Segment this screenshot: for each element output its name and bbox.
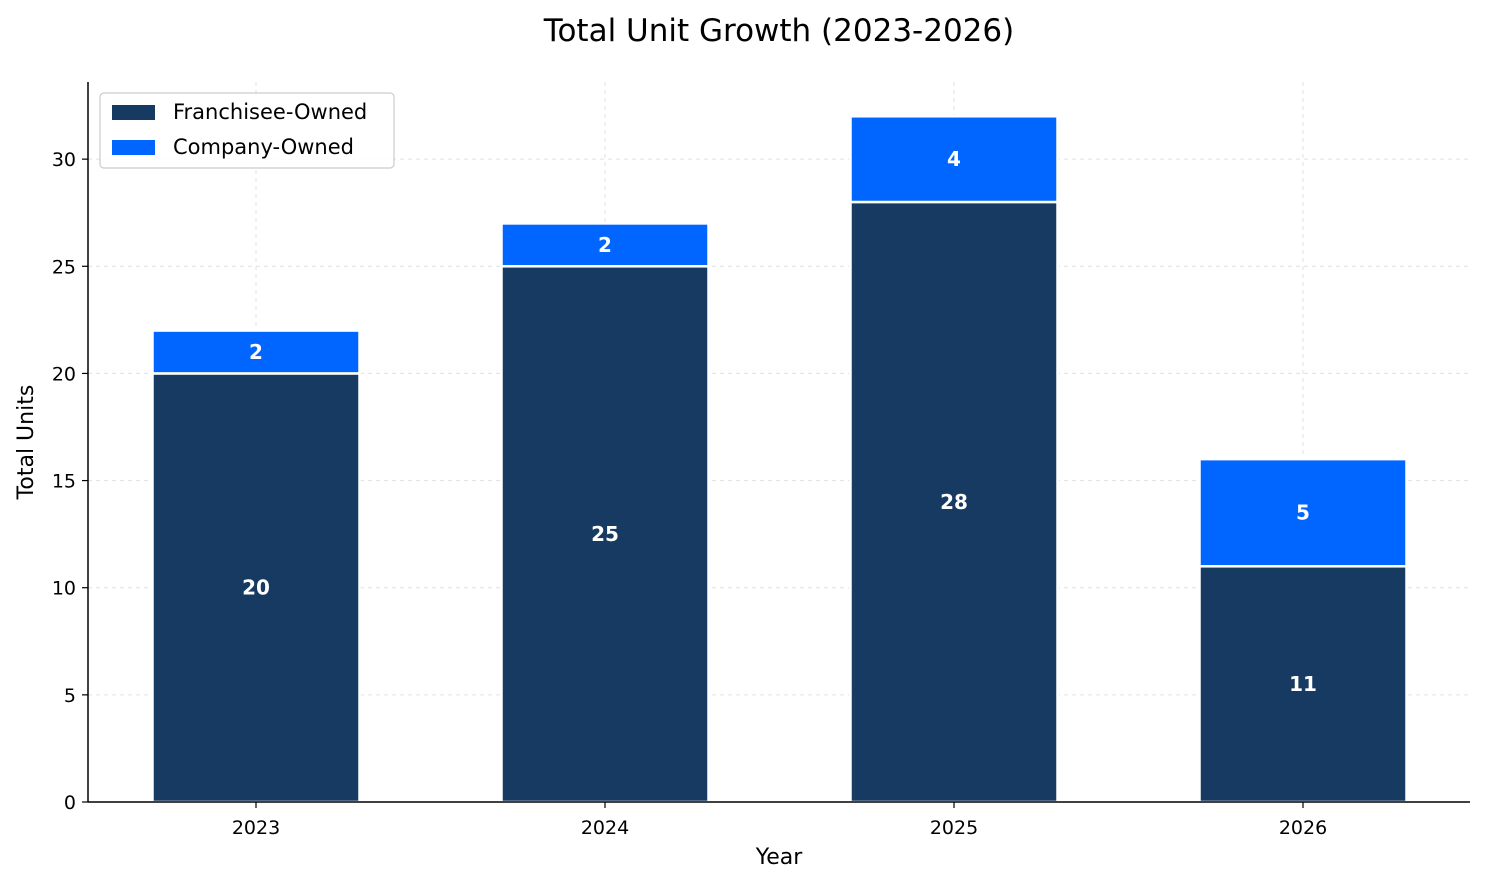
- bar-company-2024: [500, 222, 710, 268]
- bar-company-2023: [151, 329, 361, 375]
- data-label: 11: [1289, 672, 1317, 696]
- y-tick-label: 20: [52, 363, 76, 385]
- data-label: 25: [591, 522, 619, 546]
- data-label: 2: [598, 233, 612, 257]
- bar-franchisee-2024: [500, 265, 710, 804]
- data-labels-layer: 20 2 25 2 28 4 11 5: [242, 147, 1317, 696]
- y-tick-label: 30: [52, 149, 76, 171]
- chart-title: Total Unit Growth (2023-2026): [543, 13, 1014, 49]
- data-label: 5: [1296, 501, 1310, 525]
- bar-company-2025: [849, 115, 1059, 204]
- legend-box: [99, 92, 395, 169]
- y-tick-label: 10: [52, 578, 76, 600]
- bar-franchisee-2025: [849, 200, 1059, 804]
- data-label: 4: [947, 147, 961, 171]
- data-label: 28: [940, 490, 968, 514]
- bar-company-2026: [1198, 457, 1408, 568]
- data-label: 20: [242, 576, 270, 600]
- x-axis-label: Year: [755, 845, 804, 870]
- legend-label: Franchisee-Owned: [173, 100, 367, 124]
- y-tick-label: 0: [64, 792, 76, 814]
- bars-layer: [151, 115, 1408, 804]
- y-tick-label: 5: [64, 685, 76, 707]
- legend: Franchisee-Owned Company-Owned: [99, 92, 395, 169]
- x-tick-label: 2025: [930, 817, 978, 839]
- x-tick-label: 2023: [232, 817, 280, 839]
- legend-label: Company-Owned: [173, 135, 354, 159]
- legend-swatch: [112, 105, 155, 120]
- x-tick-label: 2024: [581, 817, 629, 839]
- y-tick-label: 15: [52, 471, 76, 493]
- bar-franchisee-2026: [1198, 565, 1408, 804]
- y-tick-label: 25: [52, 256, 76, 278]
- legend-swatch: [112, 140, 155, 155]
- x-tick-label: 2026: [1279, 817, 1327, 839]
- y-axis-label: Total Units: [14, 385, 39, 501]
- data-label: 2: [249, 340, 263, 364]
